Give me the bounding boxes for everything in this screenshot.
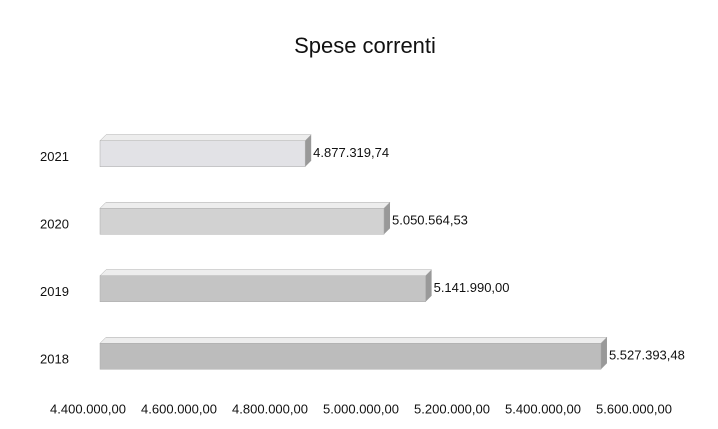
y-tick-label: 2019 bbox=[40, 284, 69, 299]
value-label: 5.141.990,00 bbox=[434, 280, 510, 295]
x-tick-label: 5.200.000,00 bbox=[414, 401, 490, 416]
bar-side bbox=[305, 134, 312, 167]
bar-side bbox=[600, 337, 607, 370]
x-tick-label: 4.800.000,00 bbox=[232, 401, 308, 416]
bar bbox=[99, 275, 426, 302]
chart-title: Spese correnti bbox=[294, 33, 436, 58]
bar-side bbox=[425, 269, 432, 302]
bar bbox=[99, 208, 385, 235]
y-tick-label: 2020 bbox=[40, 217, 69, 232]
x-tick-label: 5.600.000,00 bbox=[596, 401, 672, 416]
value-label: 5.050.564,53 bbox=[392, 213, 468, 228]
bar-top bbox=[99, 134, 312, 141]
bar-top bbox=[99, 202, 391, 209]
y-tick-label: 2021 bbox=[40, 149, 69, 164]
bar-side bbox=[384, 202, 391, 235]
value-label: 4.877.319,74 bbox=[313, 145, 389, 160]
bar-top bbox=[99, 337, 608, 344]
y-tick-label: 2018 bbox=[40, 352, 69, 367]
bar bbox=[99, 343, 602, 370]
bar-top bbox=[99, 269, 433, 276]
x-tick-label: 5.400.000,00 bbox=[505, 401, 581, 416]
value-label: 5.527.393,48 bbox=[609, 348, 685, 363]
x-tick-label: 4.600.000,00 bbox=[141, 401, 217, 416]
x-tick-label: 5.000.000,00 bbox=[323, 401, 399, 416]
x-tick-label: 4.400.000,00 bbox=[50, 401, 126, 416]
bar bbox=[99, 140, 306, 167]
